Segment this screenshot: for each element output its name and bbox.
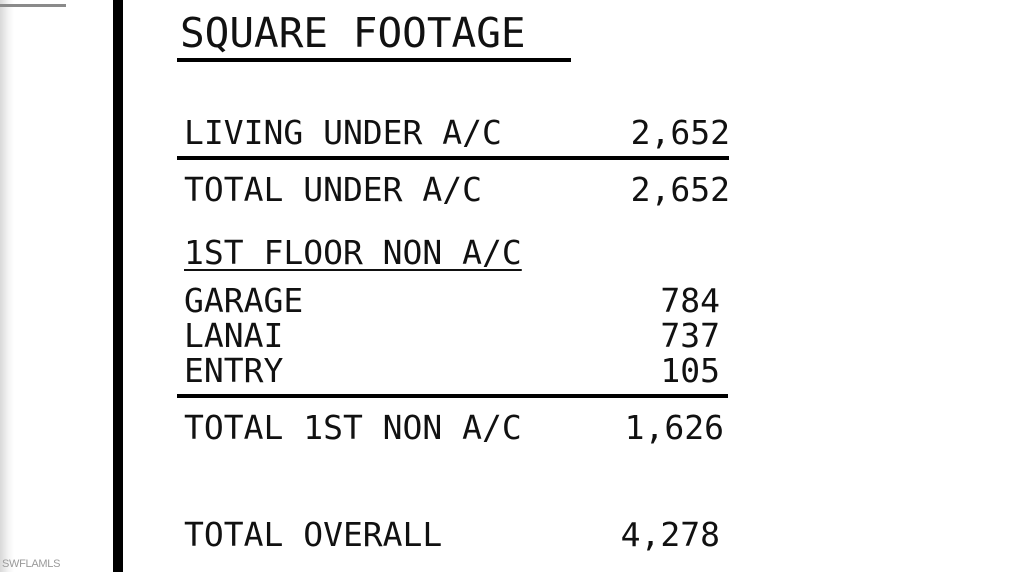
garage-label: GARAGE bbox=[184, 281, 304, 320]
total-under-ac-value: 2,652 bbox=[630, 170, 730, 209]
lanai-value: 737 bbox=[660, 316, 720, 355]
total-non-ac-label: TOTAL 1ST NON A/C bbox=[184, 408, 522, 447]
watermark: SWFLAMLS bbox=[2, 558, 61, 570]
edge-line bbox=[0, 4, 66, 7]
entry-label: ENTRY bbox=[184, 351, 284, 390]
page-edge-shadow bbox=[0, 0, 14, 572]
garage-value: 784 bbox=[660, 281, 720, 320]
section-heading: 1ST FLOOR NON A/C bbox=[184, 233, 522, 272]
title-underline bbox=[177, 58, 571, 62]
total-overall-label: TOTAL OVERALL bbox=[184, 515, 443, 554]
divider bbox=[177, 394, 728, 398]
border-bar bbox=[113, 0, 123, 572]
total-under-ac-label: TOTAL UNDER A/C bbox=[184, 170, 483, 209]
entry-value: 105 bbox=[660, 351, 720, 390]
living-value: 2,652 bbox=[630, 113, 730, 152]
page-title: SQUARE FOOTAGE bbox=[180, 9, 526, 57]
living-label: LIVING UNDER A/C bbox=[184, 113, 502, 152]
total-overall-value: 4,278 bbox=[620, 515, 720, 554]
lanai-label: LANAI bbox=[184, 316, 284, 355]
divider bbox=[177, 156, 729, 160]
total-non-ac-value: 1,626 bbox=[624, 408, 724, 447]
